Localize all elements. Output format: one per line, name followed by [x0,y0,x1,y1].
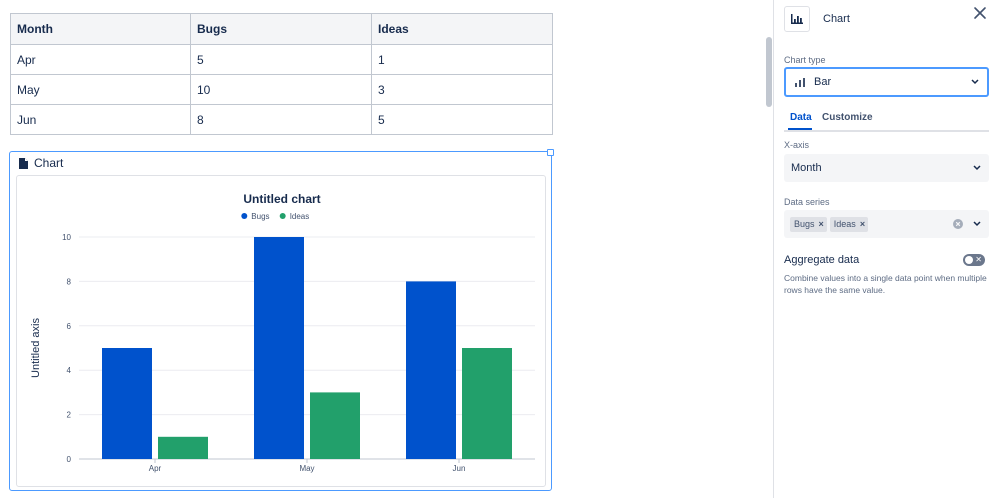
chart-type-select[interactable]: Bar [784,67,989,97]
table-cell[interactable]: Apr [10,44,191,75]
table-header-row: Month Bugs Ideas [10,13,553,45]
x-axis-label: X-axis [784,140,810,150]
x-tick-label: May [299,464,314,473]
toggle-off-icon: ✕ [975,255,982,264]
panel-tabs: Data Customize [784,112,989,132]
legend-marker [241,213,248,219]
x-tick-label: Apr [149,464,162,473]
y-tick-label: 2 [67,411,72,420]
legend-marker [279,213,286,219]
bar-ideas-apr[interactable] [158,436,208,459]
column-header[interactable]: Bugs [190,13,372,45]
chart-icon [784,6,810,32]
x-axis-select[interactable]: Month [784,154,989,182]
macro-resize-handle[interactable] [547,149,554,156]
column-header[interactable]: Month [10,13,191,45]
active-tab-indicator [788,128,812,130]
document-icon [19,157,28,169]
chevron-down-icon [973,221,981,227]
scrollbar-thumb[interactable] [766,37,772,107]
legend-label: Bugs [251,212,269,221]
data-series-select[interactable]: Bugs × Ideas × [784,210,989,238]
chevron-down-icon [971,79,979,85]
bar-bugs-apr[interactable] [102,348,152,459]
table-cell[interactable]: 5 [371,104,553,135]
remove-chip-icon[interactable]: × [818,219,824,229]
remove-chip-icon[interactable]: × [859,219,866,229]
y-tick-label: 4 [67,366,72,375]
chevron-down-icon [973,165,981,171]
macro-title: Chart [34,156,64,170]
y-axis-ticks: 0 2 4 6 8 10 [62,233,71,464]
series-chip-bugs: Bugs × [790,216,827,232]
chart-macro[interactable]: Chart Untitled chart Bugs Ideas 0 2 4 6 8 10 A… [9,149,554,491]
aggregate-toggle[interactable]: ✕ [963,254,985,266]
tab-customize[interactable]: Customize [822,112,873,123]
table-row: Apr 5 1 [10,44,553,75]
table-row: May 10 3 [10,74,553,105]
chip-label: Bugs [794,219,815,229]
chart-frame: Untitled chart Bugs Ideas 0 2 4 6 8 10 Apr May J… [16,175,546,487]
y-tick-label: 10 [62,233,71,242]
bar-ideas-jun[interactable] [462,348,512,459]
aggregate-description: Combine values into a single data point … [784,273,987,295]
bar-ideas-may[interactable] [310,392,360,459]
clear-icon[interactable] [953,219,963,229]
bar-chart-icon [795,77,805,87]
close-icon[interactable] [973,6,987,20]
table-cell[interactable]: 5 [190,44,372,75]
chart-title: Untitled chart [243,192,320,206]
data-series-label: Data series [784,197,830,207]
chart-type-label: Chart type [784,55,826,65]
table-cell[interactable]: Jun [10,104,191,135]
macro-header: Chart [10,152,551,174]
x-axis-ticks: Apr May Jun [149,459,466,473]
tab-data[interactable]: Data [790,112,812,123]
panel-title: Chart [823,13,850,25]
table-cell[interactable]: 3 [371,74,553,105]
table-cell[interactable]: 8 [190,104,372,135]
bar-bugs-jun[interactable] [406,281,456,459]
data-table: Month Bugs Ideas Apr 5 1 May 10 3 Jun 8 … [10,13,553,135]
aggregate-title: Aggregate data [784,254,860,266]
series-chip-ideas: Ideas × [829,216,869,232]
y-tick-label: 8 [67,277,72,286]
x-axis-value: Month [791,162,822,174]
chart-legend: Bugs Ideas [241,212,309,221]
chart-bars [102,237,512,459]
toggle-knob [965,256,973,264]
chip-label: Ideas [833,219,856,229]
y-tick-label: 6 [67,322,72,331]
chart-config-panel: Chart Chart type Bar Data Customize X-ax… [773,0,999,498]
column-header[interactable]: Ideas [371,13,553,45]
table-cell[interactable]: 10 [190,74,372,105]
table-cell[interactable]: 1 [371,44,553,75]
table-row: Jun 8 5 [10,104,553,135]
y-axis-label: Untitled axis [30,318,42,378]
bar-bugs-may[interactable] [254,237,304,459]
table-cell[interactable]: May [10,74,191,105]
y-tick-label: 0 [67,455,72,464]
bar-chart: Untitled chart Bugs Ideas 0 2 4 6 8 10 Apr May J… [30,192,535,473]
x-tick-label: Jun [453,464,466,473]
chart-type-value: Bar [814,76,832,88]
legend-label: Ideas [290,212,310,221]
panel-header: Chart [784,4,999,34]
